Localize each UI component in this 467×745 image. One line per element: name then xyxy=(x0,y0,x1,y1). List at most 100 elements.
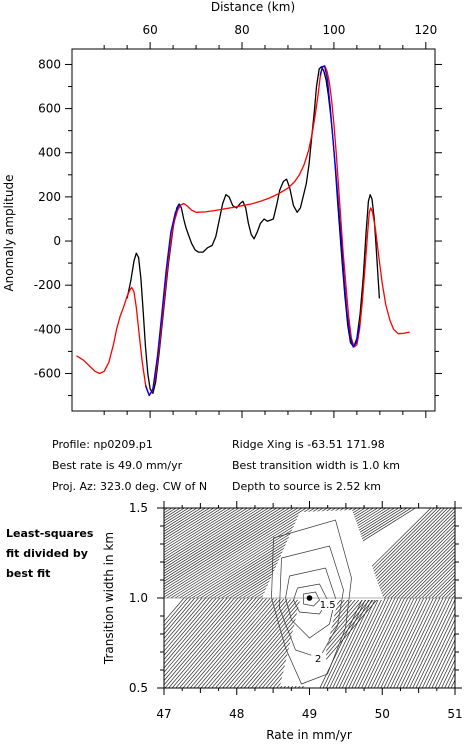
contour-line xyxy=(383,597,428,688)
contour-line xyxy=(193,597,271,688)
contour-line xyxy=(332,597,377,688)
contour-line xyxy=(164,508,282,582)
contour-line xyxy=(164,597,188,627)
contour-line xyxy=(164,508,219,543)
contour-line xyxy=(396,597,441,688)
contour-line xyxy=(164,508,249,561)
contour-ring-2 xyxy=(285,567,336,639)
contour-line xyxy=(211,597,289,688)
contour-line xyxy=(204,597,282,688)
contour-label-bg xyxy=(320,599,336,610)
distance-tick-label: 80 xyxy=(234,23,249,37)
anomaly-profile-plot: 60 80 100 120 -600 -400 -200 0 200 400 600 800 Dis… xyxy=(2,0,442,418)
best_fit-anomaly-line-2 xyxy=(144,204,181,397)
contour-line xyxy=(164,508,253,564)
contour-line xyxy=(164,508,194,527)
contour-line xyxy=(171,597,250,688)
contour-line xyxy=(456,598,467,692)
amplitude-tick-label: -600 xyxy=(34,366,61,380)
contour-line xyxy=(166,508,312,599)
contour-line xyxy=(431,638,455,688)
distance-axis-title: Distance (km) xyxy=(211,0,295,14)
contour-line xyxy=(325,597,370,688)
contour-line xyxy=(417,561,455,599)
legend-line-2: fit divided by xyxy=(6,547,88,560)
rate-axis-title: Rate in mm/yr xyxy=(266,728,352,742)
contour-line xyxy=(394,537,455,599)
contour-line xyxy=(387,530,455,599)
contour-line xyxy=(164,508,295,590)
contour-line xyxy=(348,597,393,688)
contour-line xyxy=(218,597,296,688)
contour-line xyxy=(164,508,232,551)
best-rate: Best rate is 49.0 mm/yr xyxy=(52,459,183,472)
contour-line xyxy=(459,504,467,598)
contour-line xyxy=(438,581,455,599)
misfit-contour-plot: 1.52 47 48 49 50 51 0.51.01.5 Rate in mm/yr … xyxy=(102,501,467,742)
contour-line xyxy=(164,508,240,556)
width-tick-label: 0.5 xyxy=(129,681,148,695)
contour-line xyxy=(397,540,455,599)
contour-line xyxy=(441,659,455,688)
contour-line xyxy=(189,597,268,688)
contour-line xyxy=(373,517,455,599)
rate-tick-label: 47 xyxy=(156,707,171,721)
amplitude-tick-label: 600 xyxy=(38,102,61,116)
contour-line xyxy=(164,597,196,635)
rate-axis-ticks: 47 48 49 50 51 xyxy=(156,501,463,721)
contour-line xyxy=(164,597,228,673)
contour-line xyxy=(175,597,253,688)
best-fit-point xyxy=(306,595,313,601)
projection-azimuth: Proj. Az: 323.0 deg. CW of N xyxy=(52,480,208,493)
depth-to-source: Depth to source is 2.52 km xyxy=(232,480,381,493)
contour-line xyxy=(164,597,199,639)
amplitude-tick-label: -200 xyxy=(34,278,61,292)
contour-legend-label: Least-squares fit divided by best fit xyxy=(6,524,106,584)
contour-line xyxy=(437,652,455,688)
contour-line xyxy=(164,597,239,686)
contour-line xyxy=(164,597,221,665)
contour-line xyxy=(364,597,409,688)
contour-line xyxy=(214,597,293,688)
profile-name: Profile: np0209.p1 xyxy=(52,438,153,451)
contour-line xyxy=(400,544,455,599)
width-axis-title: Transition width in km xyxy=(102,532,116,665)
contour-line xyxy=(421,618,455,688)
contour-line xyxy=(434,645,455,688)
profile-series xyxy=(76,64,410,397)
contour-line xyxy=(405,597,450,688)
contour-line xyxy=(366,510,455,599)
ridge-crossing: Ridge Xing is -63.51 171.98 xyxy=(232,438,385,451)
contour-line xyxy=(399,597,444,688)
contour-line xyxy=(345,597,389,688)
contour-line xyxy=(164,508,303,595)
amplitude-tick-label: 200 xyxy=(38,190,61,204)
legend-line-3: best fit xyxy=(6,567,51,580)
distance-tick-label: 60 xyxy=(142,23,157,37)
contour-line xyxy=(164,508,223,545)
contour-line xyxy=(164,508,299,593)
contour-line xyxy=(164,508,186,522)
contour-line xyxy=(200,597,278,688)
contour-line xyxy=(164,597,214,656)
contour-line xyxy=(390,534,455,599)
contour-ring-0 xyxy=(303,591,320,607)
contour-line xyxy=(428,632,455,688)
contour-line xyxy=(164,508,207,535)
contour-ring-4 xyxy=(271,519,352,685)
contour-line xyxy=(329,597,373,688)
contour-line xyxy=(354,597,399,688)
amplitude-axis-title: Anomaly amplitude xyxy=(2,174,16,291)
contour-line xyxy=(164,508,202,532)
contour-line xyxy=(411,554,455,599)
contour-line xyxy=(377,597,421,688)
contour-line xyxy=(164,508,215,540)
contour-line xyxy=(222,597,300,688)
contour-line xyxy=(178,597,257,688)
contour-line xyxy=(164,597,235,682)
contour-line xyxy=(361,597,405,688)
contour-line xyxy=(164,597,206,648)
contour-line xyxy=(164,508,307,598)
contour-line xyxy=(414,557,455,599)
